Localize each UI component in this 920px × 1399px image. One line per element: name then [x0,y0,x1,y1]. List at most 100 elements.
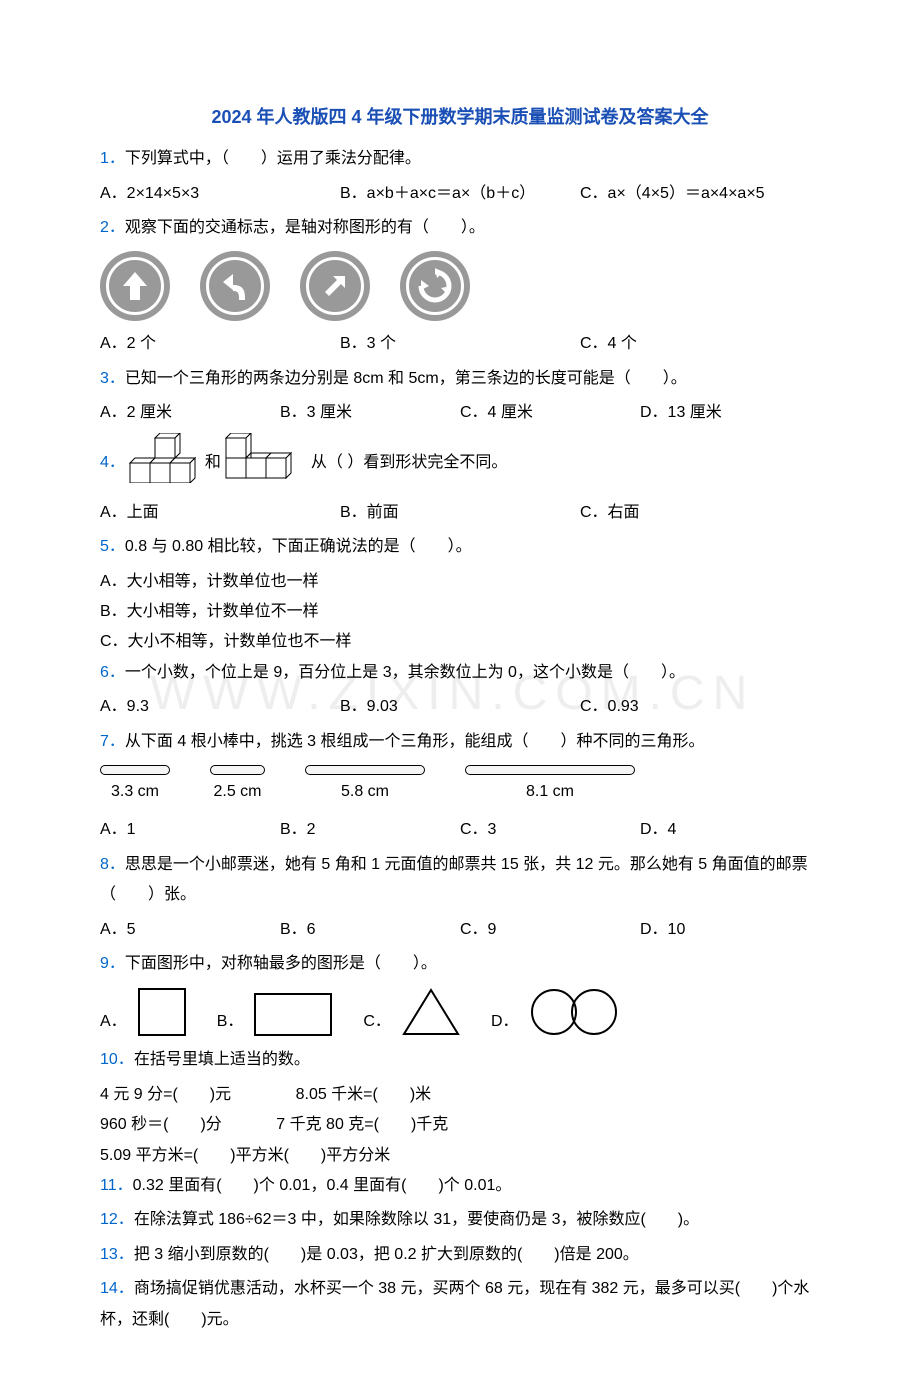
q3-optC: C．4 厘米 [460,398,640,428]
q6-text: 一个小数，个位上是 9，百分位上是 3，其余数位上为 0，这个小数是（ ）。 [125,664,685,681]
q2-num: 2． [100,219,125,236]
q12-num: 12． [100,1211,134,1228]
question-6: 6．一个小数，个位上是 9，百分位上是 3，其余数位上为 0，这个小数是（ ）。 [100,658,820,688]
q11-text: 0.32 里面有( )个 0.01，0.4 里面有( )个 0.01。 [133,1177,512,1194]
stick-3-label: 5.8 cm [305,777,425,807]
question-14: 14．商场搞促销优惠活动，水杯买一个 38 元，买两个 68 元，现在有 382… [100,1274,820,1335]
q7-options: A．1 B．2 C．3 D．4 [100,815,820,845]
q10-num: 10． [100,1051,134,1068]
question-7: 7．从下面 4 根小棒中，挑选 3 根组成一个三角形，能组成（ ）种不同的三角形… [100,727,820,757]
q1-text: 下列算式中，（ ）运用了乘法分配律。 [125,150,421,167]
q4-text-end: 从（ ）看到形状完全不同。 [311,448,507,478]
q8-optC: C．9 [460,915,640,945]
question-11: 11．0.32 里面有( )个 0.01，0.4 里面有( )个 0.01。 [100,1171,820,1201]
q3-text: 已知一个三角形的两条边分别是 8cm 和 5cm，第三条边的长度可能是（ ）。 [125,370,687,387]
page-title: 2024 年人教版四 4 年级下册数学期末质量监测试卷及答案大全 [100,100,820,134]
q10-line2a: 960 秒＝( )分 [100,1116,222,1133]
q7-optB: B．2 [280,815,460,845]
question-9: 9．下面图形中，对称轴最多的图形是（ ）。 [100,949,820,979]
q4-optA: A．上面 [100,498,340,528]
question-4: 4． 和 [100,433,820,494]
q2-text: 观察下面的交通标志，是轴对称图形的有（ ）。 [125,219,485,236]
sign-diagonal-arrow-icon [300,251,370,321]
q6-optB: B．9.03 [340,692,580,722]
q1-num: 1． [100,150,125,167]
q8-num: 8． [100,856,125,873]
q5-optA: A．大小相等，计数单位也一样 [100,567,820,597]
q9-optD: D． [491,1007,519,1037]
q9-num: 9． [100,955,125,972]
q4-options: A．上面 B．前面 C．右面 [100,498,820,528]
q8-optA: A．5 [100,915,280,945]
q11-num: 11． [100,1177,133,1194]
q4-text-mid: 和 [205,448,221,478]
q10-line1b: 8.05 千米=( )米 [296,1086,432,1103]
q1-optC: C．a×（4×5）＝a×4×a×5 [580,179,820,209]
q7-num: 7． [100,733,125,750]
q2-signs [100,251,820,321]
stick-4: 8.1 cm [465,765,635,807]
q6-optA: A．9.3 [100,692,340,722]
q10-line3: 5.09 平方米=( )平方米( )平方分米 [100,1141,820,1171]
q5-optB: B．大小相等，计数单位不一样 [100,597,820,627]
q4-cubes-left-icon [125,433,205,494]
q4-num: 4． [100,448,125,478]
q3-optD: D．13 厘米 [640,398,820,428]
q6-num: 6． [100,664,125,681]
question-10: 10．在括号里填上适当的数。 [100,1045,820,1075]
q3-optA: A．2 厘米 [100,398,280,428]
q4-optC: C．右面 [580,498,820,528]
question-1: 1．下列算式中，（ ）运用了乘法分配律。 [100,144,820,174]
rectangle-icon [253,992,333,1037]
q10-line2b: 7 千克 80 克=( )千克 [276,1116,448,1133]
question-8: 8．思思是一个小邮票迷，她有 5 角和 1 元面值的邮票共 15 张，共 12 … [100,850,820,911]
stick-3: 5.8 cm [305,765,425,807]
q5-text: 0.8 与 0.80 相比较，下面正确说法的是（ ）。 [125,538,472,555]
q12-text: 在除法算式 186÷62＝3 中，如果除数除以 31，要使商仍是 3，被除数应(… [134,1211,699,1228]
question-3: 3．已知一个三角形的两条边分别是 8cm 和 5cm，第三条边的长度可能是（ ）… [100,364,820,394]
q2-options: A．2 个 B．3 个 C．4 个 [100,329,820,359]
two-circles-icon [529,987,619,1037]
triangle-icon [401,987,461,1037]
q10-text: 在括号里填上适当的数。 [134,1051,310,1068]
question-2: 2．观察下面的交通标志，是轴对称图形的有（ ）。 [100,213,820,243]
sign-up-arrow-icon [100,251,170,321]
q8-optB: B．6 [280,915,460,945]
q7-optC: C．3 [460,815,640,845]
square-icon [137,987,187,1037]
stick-4-label: 8.1 cm [465,777,635,807]
q14-text: 商场搞促销优惠活动，水杯买一个 38 元，买两个 68 元，现在有 382 元，… [100,1280,809,1327]
q5-num: 5． [100,538,125,555]
q9-optC: C． [363,1007,391,1037]
q1-optB: B．a×b＋a×c＝a×（b＋c） [340,179,580,209]
stick-1: 3.3 cm [100,765,170,807]
question-5: 5．0.8 与 0.80 相比较，下面正确说法的是（ ）。 [100,532,820,562]
stick-1-label: 3.3 cm [100,777,170,807]
q13-num: 13． [100,1246,134,1263]
q1-optA: A．2×14×5×3 [100,179,340,209]
q14-num: 14． [100,1280,134,1297]
q13-text: 把 3 缩小到原数的( )是 0.03，把 0.2 扩大到原数的( )倍是 20… [134,1246,639,1263]
q7-optA: A．1 [100,815,280,845]
stick-2-label: 2.5 cm [210,777,265,807]
q3-num: 3． [100,370,125,387]
q4-optB: B．前面 [340,498,580,528]
q4-cubes-right-icon [221,433,311,494]
q3-options: A．2 厘米 B．3 厘米 C．4 厘米 D．13 厘米 [100,398,820,428]
q7-text: 从下面 4 根小棒中，挑选 3 根组成一个三角形，能组成（ ）种不同的三角形。 [125,733,705,750]
question-12: 12．在除法算式 186÷62＝3 中，如果除数除以 31，要使商仍是 3，被除… [100,1205,820,1235]
q9-text: 下面图形中，对称轴最多的图形是（ ）。 [125,955,437,972]
q10-line1a: 4 元 9 分=( )元 [100,1086,231,1103]
q1-options: A．2×14×5×3 B．a×b＋a×c＝a×（b＋c） C．a×（4×5）＝a… [100,179,820,209]
q10-line1: 4 元 9 分=( )元 8.05 千米=( )米 [100,1080,820,1110]
question-13: 13．把 3 缩小到原数的( )是 0.03，把 0.2 扩大到原数的( )倍是… [100,1240,820,1270]
q8-options: A．5 B．6 C．9 D．10 [100,915,820,945]
q8-text: 思思是一个小邮票迷，她有 5 角和 1 元面值的邮票共 15 张，共 12 元。… [100,856,808,903]
q7-optD: D．4 [640,815,820,845]
q2-optB: B．3 个 [340,329,580,359]
sign-turn-left-icon [200,251,270,321]
q10-line2: 960 秒＝( )分 7 千克 80 克=( )千克 [100,1110,820,1140]
q2-optC: C．4 个 [580,329,820,359]
q5-optC: C．大小不相等，计数单位也不一样 [100,627,820,657]
q9-shapes: A． B． C． D． [100,987,820,1037]
